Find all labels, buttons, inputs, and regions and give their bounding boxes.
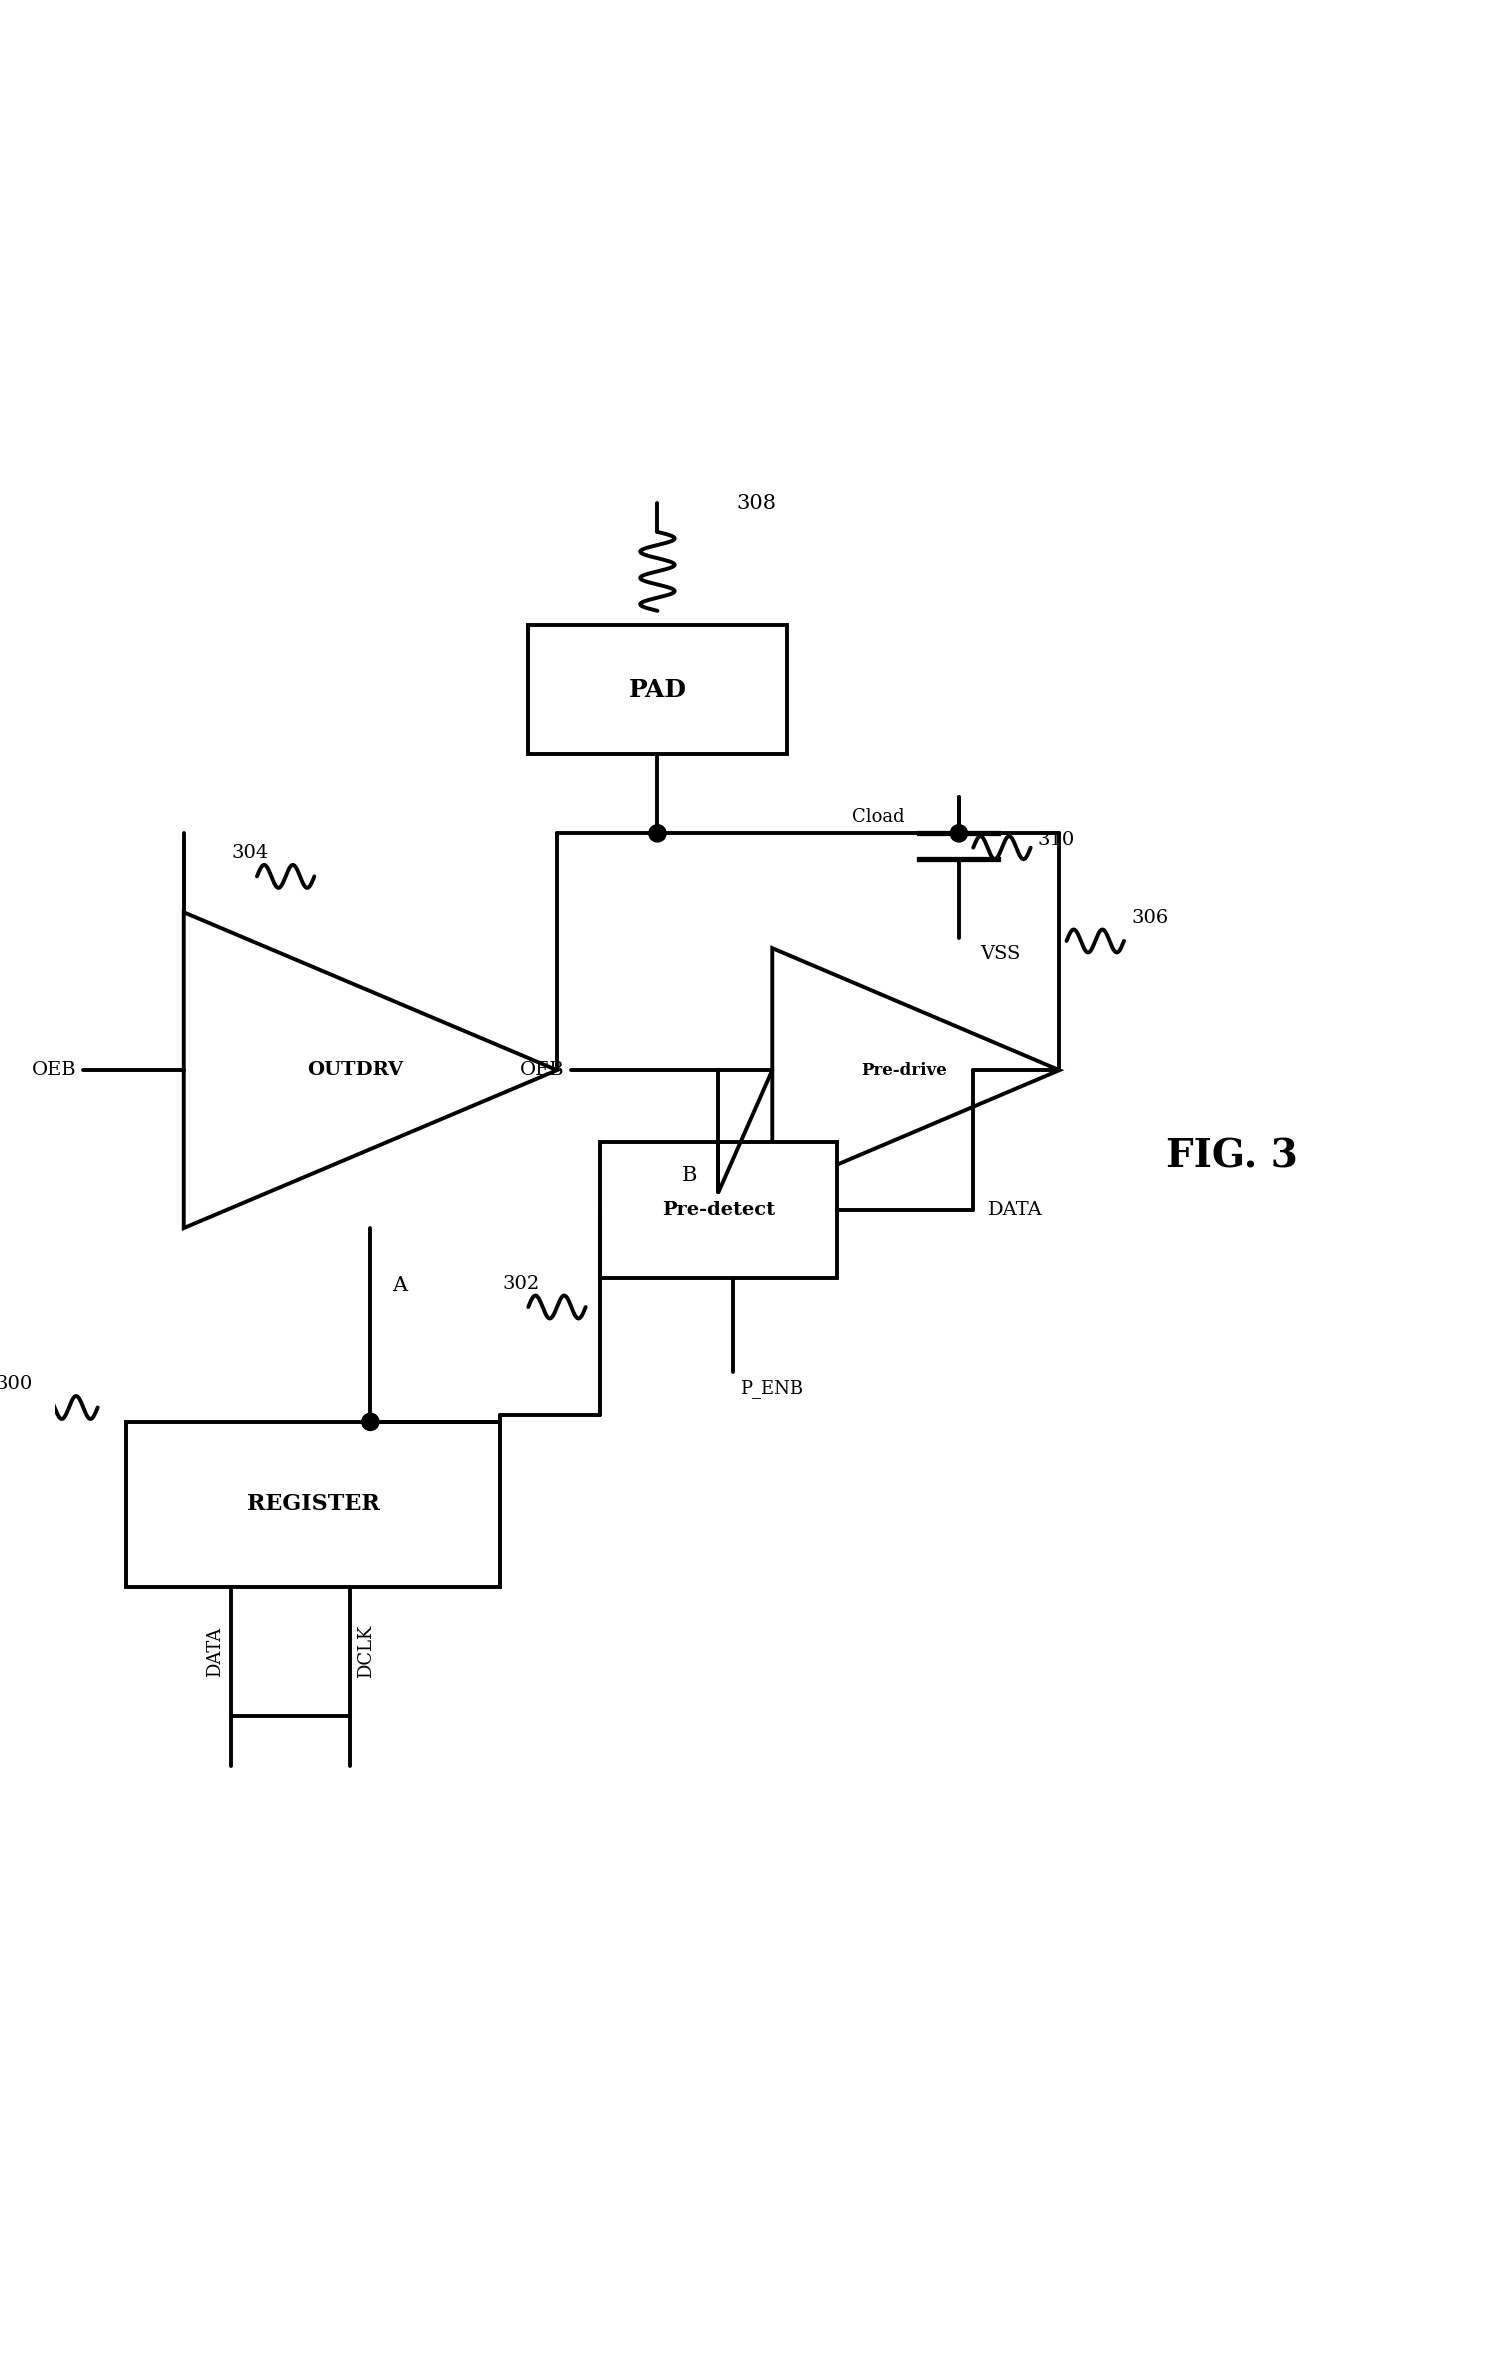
- Text: Pre-detect: Pre-detect: [662, 1202, 775, 1218]
- Text: 304: 304: [231, 844, 268, 863]
- Text: OEB: OEB: [31, 1062, 76, 1078]
- Text: 302: 302: [502, 1275, 539, 1292]
- Text: B: B: [681, 1166, 697, 1185]
- Text: OUTDRV: OUTDRV: [307, 1062, 404, 1078]
- Text: REGISTER: REGISTER: [246, 1493, 380, 1514]
- Text: PAD: PAD: [629, 678, 687, 702]
- Text: 308: 308: [736, 493, 776, 512]
- Text: A: A: [392, 1275, 407, 1294]
- Text: 310: 310: [1039, 832, 1076, 848]
- Text: DATA: DATA: [988, 1202, 1043, 1218]
- Text: P_ENB: P_ENB: [741, 1379, 803, 1398]
- Text: FIG. 3: FIG. 3: [1165, 1138, 1298, 1176]
- Bar: [529, 626, 787, 754]
- Circle shape: [951, 825, 967, 841]
- Text: OEB: OEB: [520, 1062, 565, 1078]
- Polygon shape: [772, 948, 1059, 1192]
- Bar: [600, 1142, 837, 1277]
- Text: DATA: DATA: [206, 1626, 223, 1676]
- Text: DCLK: DCLK: [358, 1626, 375, 1678]
- Polygon shape: [183, 912, 557, 1228]
- Text: 300: 300: [0, 1375, 33, 1394]
- Text: 306: 306: [1131, 908, 1168, 927]
- Text: Cload: Cload: [852, 808, 904, 827]
- Text: Pre-drive: Pre-drive: [861, 1062, 948, 1078]
- Circle shape: [362, 1413, 378, 1431]
- Text: VSS: VSS: [980, 946, 1021, 962]
- Circle shape: [648, 825, 666, 841]
- Bar: [127, 1422, 499, 1588]
